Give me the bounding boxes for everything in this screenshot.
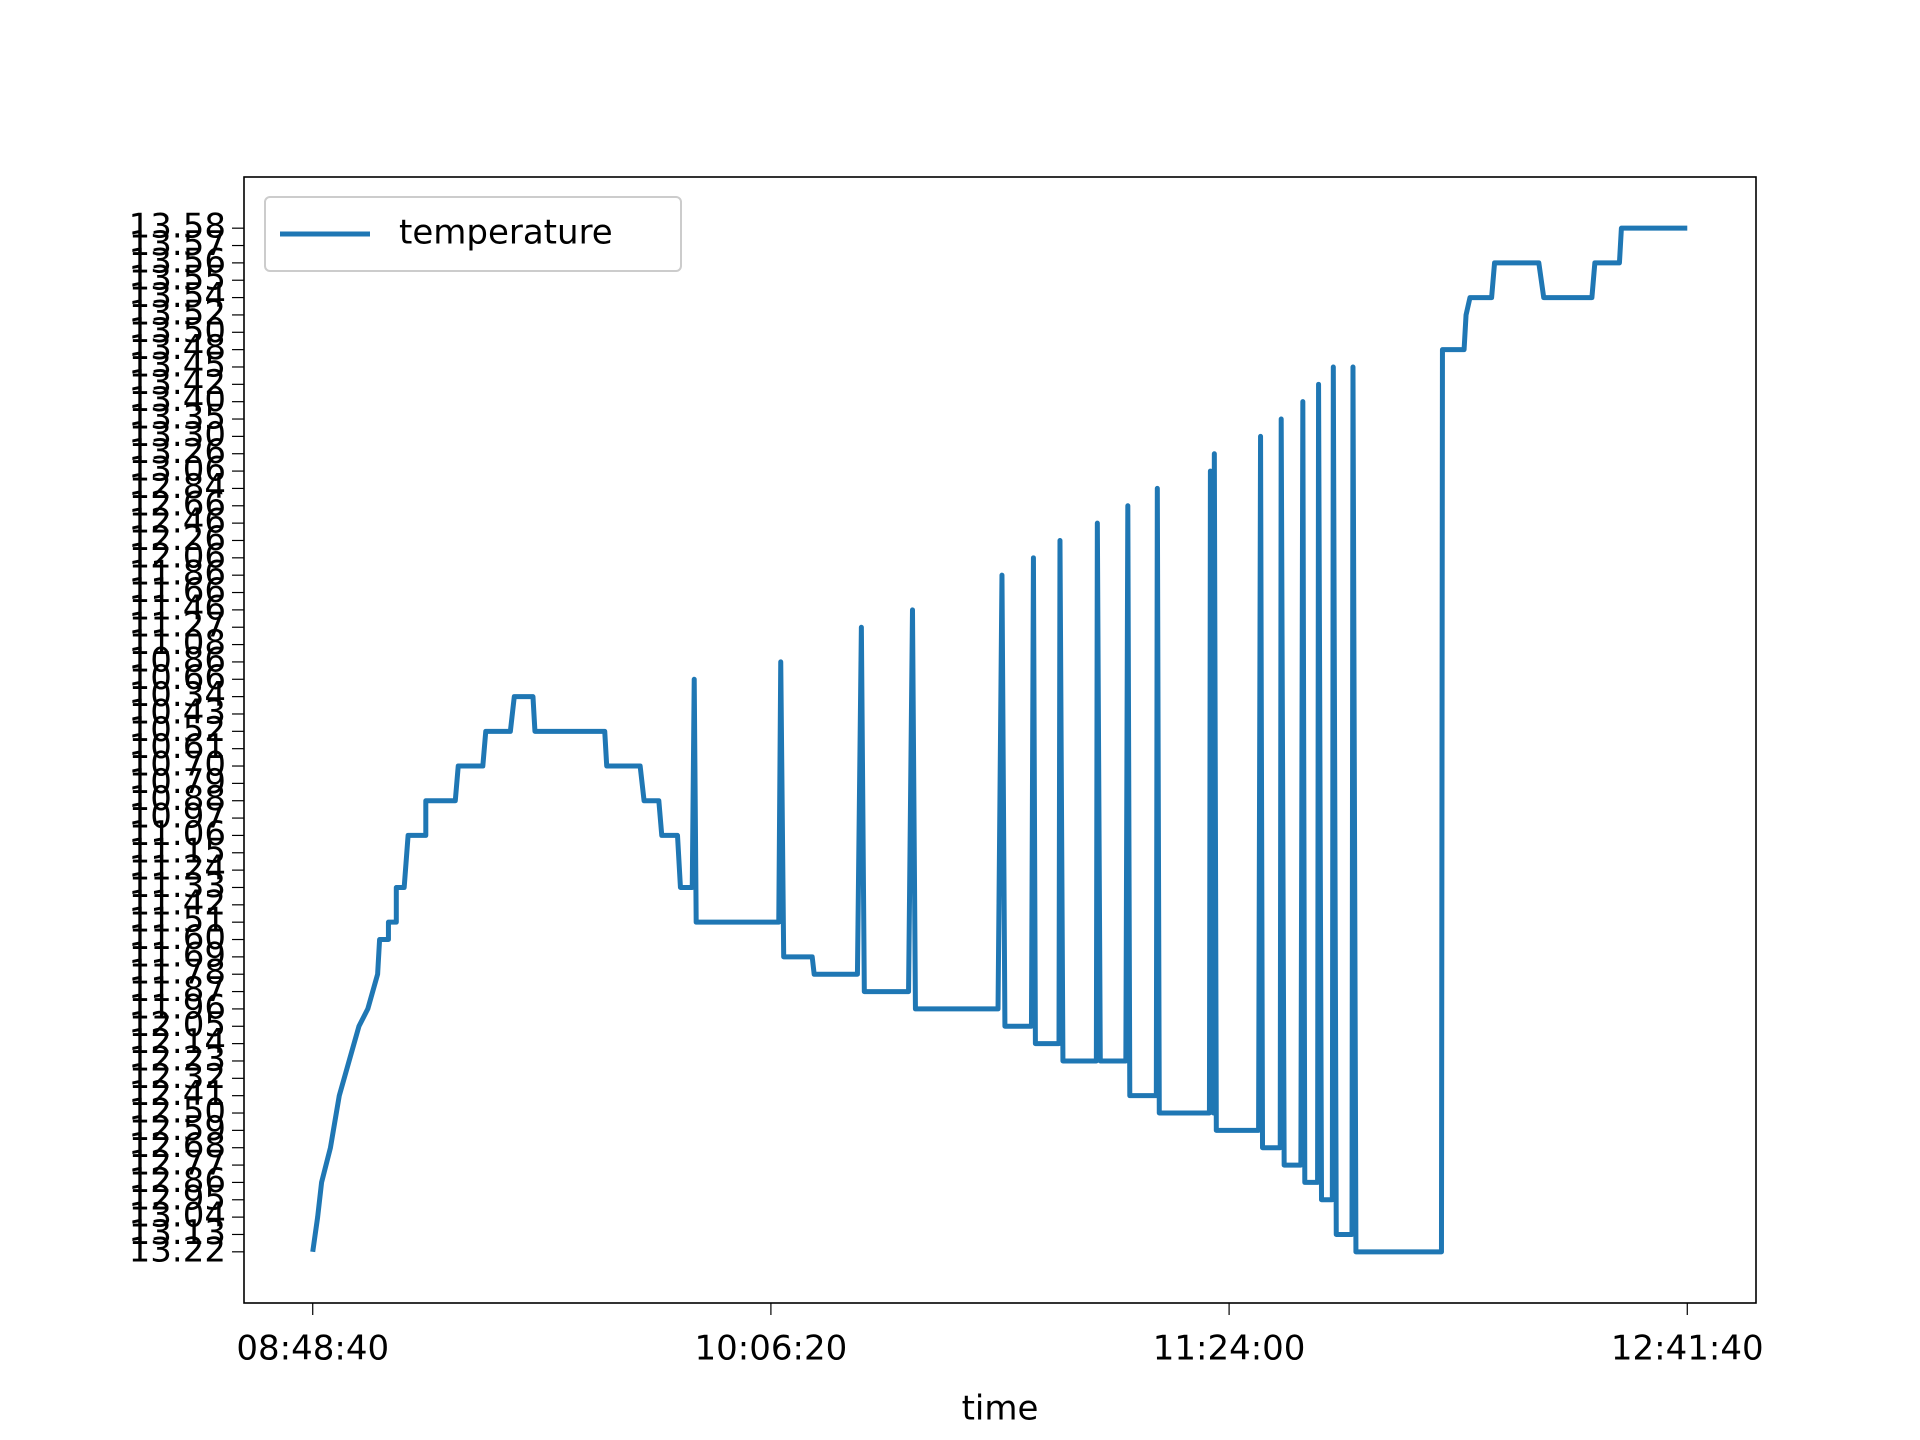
y-tick-label: 12.68 — [129, 1126, 226, 1166]
y-tick-label: 10.34 — [129, 675, 226, 715]
y-tick-label: 11.06 — [129, 814, 226, 854]
y-tick-label: 11.87 — [129, 970, 226, 1010]
y-tick-label: 13.06 — [129, 450, 226, 490]
y-tick-label: 11.24 — [129, 849, 226, 889]
y-tick-label: 11.96 — [129, 987, 226, 1027]
x-tick-label: 12:41:40 — [1611, 1329, 1764, 1369]
y-tick-label: 12.66 — [129, 484, 226, 524]
y-tick-label: 13.48 — [129, 328, 226, 368]
y-tick-label: 12.32 — [129, 1057, 226, 1097]
y-tick-label: 10.97 — [129, 797, 226, 837]
y-tick-label: 12.50 — [129, 1092, 226, 1132]
y-tick-label: 12.46 — [129, 502, 226, 542]
y-tick-label: 12.86 — [129, 1161, 226, 1201]
y-tick-label: 11.66 — [129, 571, 226, 611]
y-tick-label: 13.52 — [129, 293, 226, 333]
y-tick-label: 10.66 — [129, 658, 226, 698]
y-tick-label: 13.57 — [129, 224, 226, 264]
y-tick-label: 13.04 — [129, 1196, 226, 1236]
y-tick-label: 12.95 — [129, 1178, 226, 1218]
y-tick-label: 10.70 — [129, 745, 226, 785]
y-tick-label: 11.86 — [129, 554, 226, 594]
y-tick-label: 11.60 — [129, 918, 226, 958]
y-tick-label: 11.78 — [129, 953, 226, 993]
y-tick-label: 11.33 — [129, 866, 226, 906]
y-tick-label: 13.26 — [129, 432, 226, 472]
y-tick-label: 12.14 — [129, 1022, 226, 1062]
y-tick-label: 13.42 — [129, 363, 226, 403]
x-tick-label: 08:48:40 — [236, 1329, 389, 1369]
y-tick-label: 11.51 — [129, 901, 226, 941]
y-tick-label: 11.46 — [129, 588, 226, 628]
y-tick-label: 10.52 — [129, 710, 226, 750]
legend-label: temperature — [399, 213, 613, 253]
y-tick-label: 12.59 — [129, 1109, 226, 1149]
y-tick-label: 13.22 — [129, 1230, 226, 1270]
y-tick-label: 13.45 — [129, 345, 226, 385]
y-tick-label: 10.61 — [129, 727, 226, 767]
y-tick-label: 13.40 — [129, 380, 226, 420]
y-tick-label: 13.58 — [129, 207, 226, 247]
y-tick-label: 11.42 — [129, 883, 226, 923]
y-tick-label: 12.77 — [129, 1144, 226, 1184]
y-tick-label: 12.84 — [129, 467, 226, 507]
legend-box — [264, 196, 682, 272]
y-tick-label: 12.05 — [129, 1005, 226, 1045]
x-tick-label: 11:24:00 — [1153, 1329, 1306, 1369]
y-tick-label: 13.56 — [129, 241, 226, 281]
data-line — [310, 225, 1688, 1255]
x-tick-label: 10:06:20 — [695, 1329, 848, 1369]
y-tick-label: 10.88 — [129, 779, 226, 819]
plot-frame — [243, 176, 1757, 1304]
y-tick-label: 12.41 — [129, 1074, 226, 1114]
y-tick-label: 11.15 — [129, 831, 226, 871]
y-tick-label: 13.35 — [129, 398, 226, 438]
y-tick-label: 13.30 — [129, 415, 226, 455]
x-axis-label: time — [962, 1389, 1039, 1429]
y-tick-label: 13.13 — [129, 1213, 226, 1253]
y-tick-label: 11.27 — [129, 606, 226, 646]
y-tick-label: 13.54 — [129, 276, 226, 316]
y-tick-label: 13.55 — [129, 259, 226, 299]
y-tick-label: 10.43 — [129, 692, 226, 732]
y-tick-label: 11.69 — [129, 935, 226, 975]
y-tick-label: 10.86 — [129, 640, 226, 680]
y-tick-label: 10.79 — [129, 762, 226, 802]
y-tick-label: 12.06 — [129, 536, 226, 576]
y-tick-label: 11.08 — [129, 623, 226, 663]
y-tick-label: 13.50 — [129, 311, 226, 351]
y-tick-label: 12.23 — [129, 1039, 226, 1079]
y-tick-label: 12.26 — [129, 519, 226, 559]
